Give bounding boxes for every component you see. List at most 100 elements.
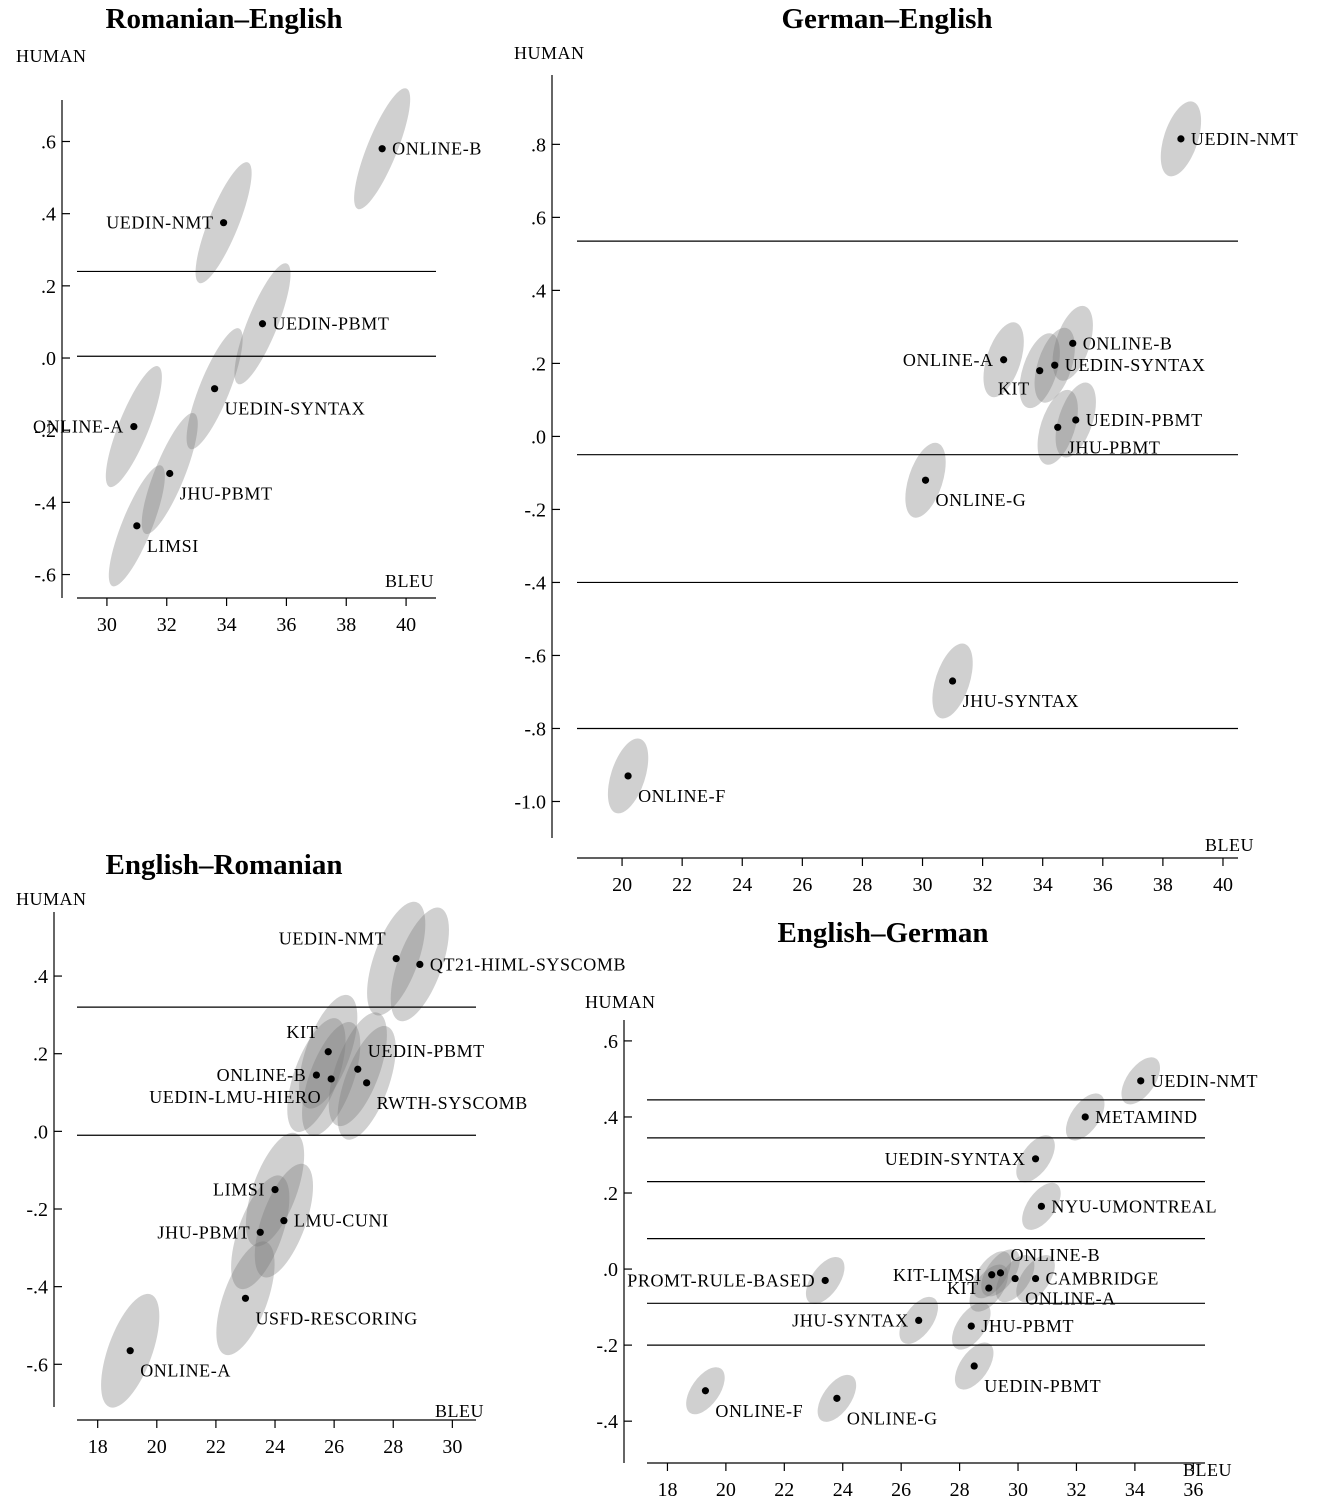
data-label-kit: KIT [998, 379, 1030, 399]
data-label-online-b: ONLINE-B [392, 139, 482, 159]
data-point-uedin-pbmt [354, 1065, 362, 1073]
x-tick-label: 18 [657, 1479, 677, 1501]
y-tick-label: -.8 [524, 718, 546, 740]
data-point-online-a [1011, 1274, 1019, 1283]
chart-romanian-english: Romanian–English HUMAN BLEU -.6 -.4 -.2 .0 .2 .4… [16, 3, 482, 636]
y-tick-label: .6 [41, 132, 56, 154]
data-label-metamind: METAMIND [1095, 1107, 1197, 1127]
x-tick-label: 36 [276, 614, 296, 636]
x-tick-label: 34 [1125, 1479, 1145, 1501]
x-tick-label: 32 [1066, 1479, 1086, 1501]
chart-german-english: German–English HUMAN BLEU -1.0 -.8 -.6 -.4 -.2.… [514, 3, 1298, 896]
data-point-nyu-umontreal [1037, 1202, 1045, 1210]
x-tick-label: 26 [324, 1436, 344, 1458]
x-axis-title: BLEU [1183, 1460, 1232, 1480]
y-tick-label: -.6 [34, 565, 56, 587]
x-tick-label: 24 [732, 874, 752, 896]
y-axis-title: HUMAN [16, 889, 87, 909]
y-tick-label: -.4 [34, 492, 56, 514]
x-tick-label: 18 [88, 1436, 108, 1458]
data-label-cambridge: CAMBRIDGE [1046, 1269, 1159, 1289]
y-tick-label: -.6 [524, 645, 546, 667]
data-point-lmu-cuni [280, 1217, 288, 1225]
data-point-online-g [833, 1394, 841, 1402]
data-label-jhu-syntax: JHU-SYNTAX [792, 1310, 909, 1330]
data-label-online-b: ONLINE-B [1083, 333, 1173, 353]
data-point-jhu-syntax [915, 1316, 923, 1325]
y-tick-label: -.2 [34, 420, 56, 442]
data-point-uedin-pbmt [1072, 416, 1080, 424]
y-tick-label: .4 [41, 204, 56, 226]
x-axis-title: BLEU [385, 571, 434, 591]
x-tick-label: 24 [833, 1479, 853, 1501]
y-tick-label: .2 [603, 1183, 618, 1205]
x-tick-label: 20 [612, 874, 632, 896]
data-point-uedin-pbmt [258, 320, 267, 328]
data-label-kit-limsi: KIT-LIMSI [893, 1265, 982, 1285]
chart-title: English–Romanian [106, 849, 343, 881]
x-axis-title: BLEU [1205, 835, 1254, 855]
y-tick-label: -.4 [524, 572, 546, 594]
x-tick-label: 22 [774, 1479, 794, 1501]
data-label-nyu-umontreal: NYU-UMONTREAL [1051, 1196, 1217, 1216]
data-point-online-a [130, 422, 138, 431]
y-axis-title: HUMAN [16, 46, 87, 66]
data-label-kit: KIT [286, 1022, 318, 1042]
data-label-qt21-himl-syscomb: QT21-HIML-SYSCOMB [430, 954, 626, 974]
data-label-uedin-pbmt: UEDIN-PBMT [272, 314, 389, 334]
data-point-jhu-pbmt [166, 469, 174, 478]
data-point-uedin-nmt [1137, 1077, 1145, 1085]
data-point-jhu-syntax [948, 677, 957, 685]
data-label-online-g: ONLINE-G [847, 1408, 938, 1428]
data-label-online-f: ONLINE-F [638, 786, 726, 806]
y-tick-label: .4 [603, 1107, 618, 1129]
data-label-uedin-nmt: UEDIN-NMT [106, 213, 213, 233]
data-label-limsi: LIMSI [213, 1180, 265, 1200]
data-point-limsi [133, 522, 141, 530]
data-point-promt-rule-based [821, 1276, 829, 1285]
x-tick-label: 34 [217, 614, 237, 636]
x-tick-label: 30 [1008, 1479, 1028, 1501]
data-point-kit [324, 1048, 332, 1056]
chart-title: Romanian–English [106, 3, 343, 35]
data-point-uedin-syntax [1051, 361, 1059, 369]
x-tick-label: 40 [1213, 874, 1233, 896]
x-tick-label: 20 [716, 1479, 736, 1501]
x-tick-label: 38 [336, 614, 356, 636]
y-tick-label: .4 [33, 966, 48, 988]
x-axis-title: BLEU [435, 1401, 484, 1421]
data-point-online-f [701, 1387, 710, 1395]
data-label-online-a: ONLINE-A [140, 1361, 231, 1381]
x-tick-label: 36 [1183, 1479, 1203, 1501]
x-tick-label: 32 [157, 614, 177, 636]
data-label-online-a: ONLINE-A [1025, 1289, 1116, 1309]
data-point-online-a [1000, 356, 1008, 364]
data-label-online-b: ONLINE-B [217, 1065, 307, 1085]
data-point-uedin-pbmt [970, 1362, 978, 1370]
data-point-rwth-syscomb [363, 1079, 371, 1087]
data-point-online-f [624, 772, 632, 780]
chart-english-romanian: English–Romanian HUMAN BLEU -.6 -.4 -.2 .0 .2 .4… [16, 849, 626, 1458]
data-label-online-a: ONLINE-A [903, 350, 994, 370]
data-point-qt21-himl-syscomb [416, 960, 424, 969]
data-label-jhu-pbmt: JHU-PBMT [981, 1316, 1074, 1336]
y-tick-label: .0 [41, 348, 56, 370]
data-label-jhu-pbmt: JHU-PBMT [157, 1222, 250, 1242]
data-label-jhu-syntax: JHU-SYNTAX [963, 691, 1080, 711]
data-label-jhu-pbmt: JHU-PBMT [180, 484, 273, 504]
chart-title: English–German [777, 917, 988, 949]
y-tick-label: -.4 [26, 1277, 48, 1299]
data-point-kit [1036, 367, 1044, 375]
y-tick-label: .0 [33, 1121, 48, 1143]
data-label-uedin-syntax: UEDIN-SYNTAX [1065, 355, 1206, 375]
chart-title: German–English [781, 3, 992, 35]
data-label-lmu-cuni: LMU-CUNI [294, 1211, 389, 1231]
x-tick-label: 22 [206, 1436, 226, 1458]
y-tick-label: .2 [41, 276, 56, 298]
data-point-kit-limsi [988, 1271, 996, 1279]
x-tick-label: 40 [396, 614, 416, 636]
x-tick-label: 26 [792, 874, 812, 896]
data-label-uedin-nmt: UEDIN-NMT [279, 929, 386, 949]
y-tick-label: .4 [531, 280, 546, 302]
